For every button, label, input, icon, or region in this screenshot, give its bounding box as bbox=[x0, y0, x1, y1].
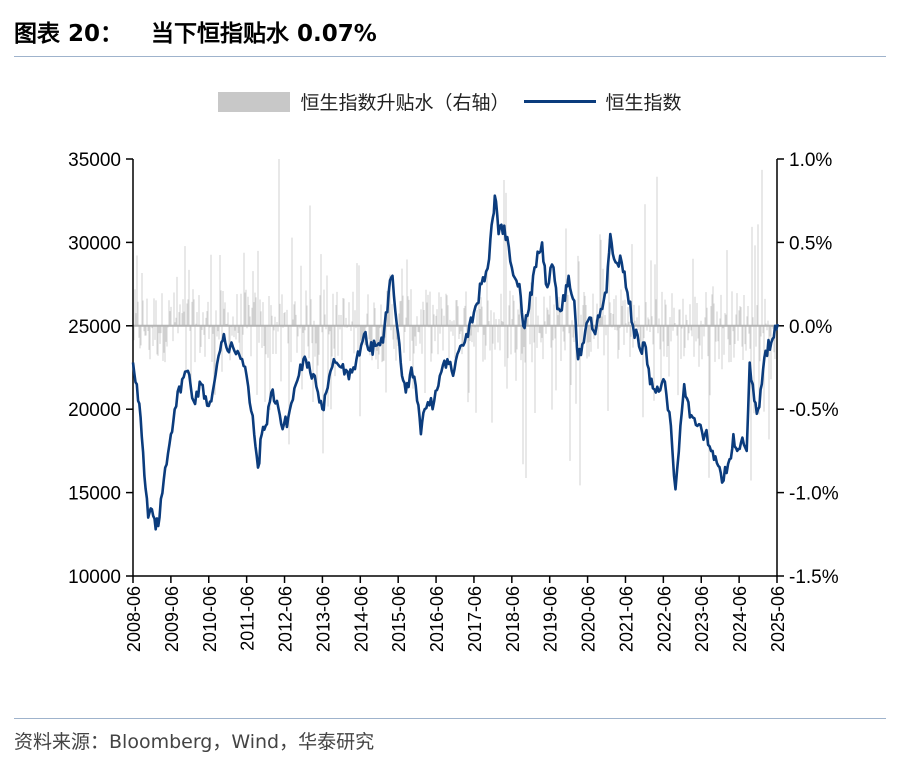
left-tick-label: 35000 bbox=[68, 150, 121, 171]
left-tick-label: 25000 bbox=[68, 317, 121, 338]
right-tick-label: 0.5% bbox=[789, 233, 832, 254]
legend-item-index: 恒生指数 bbox=[523, 88, 682, 115]
x-tick-label: 2009-06 bbox=[162, 586, 182, 652]
legend-item-basis: 恒生指数升贴水（右轴） bbox=[218, 88, 510, 115]
legend-bar-label: 恒生指数升贴水（右轴） bbox=[300, 92, 510, 114]
left-axis-ticks: 35000 30000 25000 20000 15000 10000 bbox=[68, 150, 133, 588]
x-tick-label: 2018-06 bbox=[503, 586, 523, 652]
x-tick-label: 2017-06 bbox=[465, 586, 485, 652]
chart-title: 图表 20： 当下恒指贴水 0.07% bbox=[14, 14, 377, 48]
x-tick-label: 2025-06 bbox=[768, 586, 788, 652]
legend: 恒生指数升贴水（右轴） 恒生指数 bbox=[0, 88, 900, 115]
left-tick-label: 15000 bbox=[68, 484, 121, 505]
x-tick-label: 2016-06 bbox=[427, 586, 447, 652]
x-tick-label: 2011-06 bbox=[238, 586, 258, 651]
x-tick-label: 2021-06 bbox=[616, 586, 636, 652]
right-tick-label: 0.0% bbox=[789, 317, 832, 338]
x-tick-label: 2024-06 bbox=[730, 586, 750, 652]
x-tick-label: 2022-06 bbox=[654, 586, 674, 652]
legend-line-swatch bbox=[523, 100, 596, 103]
x-tick-label: 2010-06 bbox=[200, 586, 220, 652]
top-divider bbox=[14, 56, 886, 57]
x-tick-label: 2019-06 bbox=[541, 586, 561, 652]
right-tick-label: 1.0% bbox=[789, 150, 832, 171]
right-tick-label: -0.5% bbox=[789, 400, 839, 421]
bottom-divider bbox=[14, 718, 886, 719]
x-tick-label: 2008-06 bbox=[124, 586, 144, 652]
title-text: 当下恒指贴水 0.07% bbox=[151, 21, 377, 47]
left-tick-label: 10000 bbox=[68, 567, 121, 588]
hsi-line bbox=[131, 194, 780, 531]
source-note: 资料来源：Bloomberg，Wind，华泰研究 bbox=[14, 731, 375, 753]
x-tick-label: 2014-06 bbox=[351, 586, 371, 652]
legend-line-label: 恒生指数 bbox=[605, 92, 682, 114]
legend-bar-swatch bbox=[218, 91, 291, 112]
x-tick-label: 2023-06 bbox=[692, 586, 712, 652]
right-tick-label: -1.5% bbox=[789, 567, 839, 588]
figure-label: 图表 20： bbox=[14, 21, 124, 47]
x-axis-ticks: 2008-06 2009-06 2010-06 2011-06 2012-06 2013-… bbox=[124, 576, 788, 652]
x-tick-label: 2015-06 bbox=[389, 586, 409, 652]
x-tick-label: 2012-06 bbox=[276, 586, 296, 652]
left-tick-label: 30000 bbox=[68, 233, 121, 254]
right-axis-ticks: 1.0% 0.5% 0.0% -0.5% -1.0% -1.5% bbox=[777, 150, 839, 588]
x-tick-label: 2013-06 bbox=[313, 586, 333, 652]
right-tick-label: -1.0% bbox=[789, 484, 839, 505]
left-tick-label: 20000 bbox=[68, 400, 121, 421]
x-tick-label: 2020-06 bbox=[579, 586, 599, 652]
